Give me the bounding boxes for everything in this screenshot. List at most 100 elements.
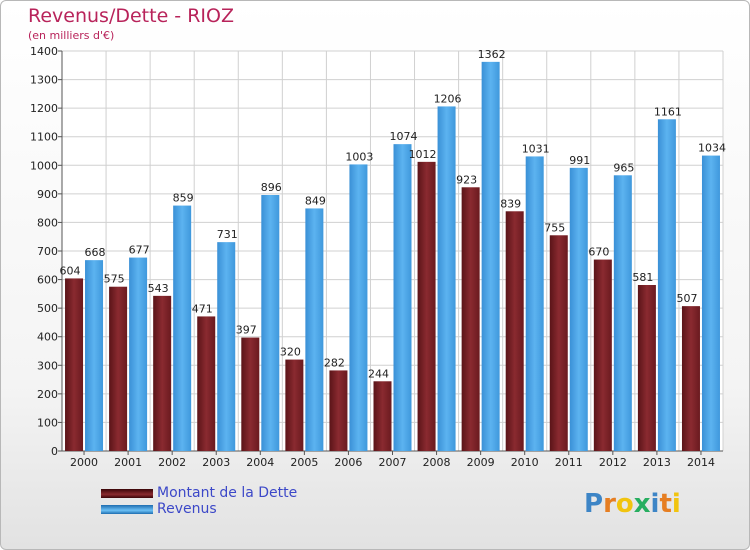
legend-label-revenus: Revenus: [157, 501, 217, 517]
bar-revenus-label: 731: [217, 228, 238, 241]
bar-revenus: [701, 155, 720, 452]
bar-revenus: [393, 144, 412, 451]
logo-letter: t: [659, 489, 672, 519]
x-tick-label: 2013: [643, 456, 671, 469]
y-tick-label: 500: [37, 302, 58, 315]
x-tick-label: 2009: [467, 456, 495, 469]
bar-dette-label: 923: [456, 173, 477, 186]
bar-revenus: [613, 175, 632, 452]
bar-revenus-label: 1074: [390, 130, 418, 143]
bar-dette: [549, 235, 568, 451]
bar-revenus-label: 849: [305, 194, 326, 207]
x-tick-label: 2007: [379, 456, 407, 469]
bar-revenus: [349, 164, 368, 451]
x-tick-label: 2003: [202, 456, 230, 469]
y-tick-label: 400: [37, 331, 58, 344]
bar-dette-label: 320: [280, 346, 301, 359]
bar-revenus-label: 1034: [698, 142, 726, 155]
bar-revenus-label: 991: [569, 154, 590, 167]
x-tick-label: 2012: [599, 456, 627, 469]
bar-revenus: [129, 257, 148, 451]
bar-dette-label: 755: [544, 221, 565, 234]
y-tick-label: 0: [51, 445, 58, 458]
legend-swatch-dette: [101, 489, 153, 498]
y-tick-label: 900: [37, 188, 58, 201]
logo-letter: o: [615, 489, 634, 519]
y-tick-label: 1000: [30, 159, 58, 172]
y-tick-label: 600: [37, 274, 58, 287]
bar-revenus-label: 859: [173, 192, 194, 205]
bar-revenus: [261, 195, 280, 451]
bar-revenus: [305, 208, 324, 451]
bar-dette: [593, 259, 612, 451]
bar-dette-label: 397: [236, 324, 257, 337]
bar-dette: [461, 187, 480, 452]
bar-revenus-label: 677: [129, 244, 150, 257]
bar-dette: [373, 381, 392, 451]
bar-revenus-label: 1161: [654, 105, 682, 118]
y-tick-label: 700: [37, 245, 58, 258]
legend-swatch-revenus: [101, 505, 153, 514]
value-labels: 604 575 543 471 397 320 282 244 1012 923 839 755 670…: [60, 48, 726, 380]
bar-revenus: [85, 260, 104, 451]
logo-letter: x: [633, 489, 651, 519]
bar-dette: [241, 337, 260, 451]
bar-revenus-label: 896: [261, 181, 282, 194]
y-tick-label: 1300: [30, 74, 58, 87]
logo-letter: r: [603, 489, 616, 519]
bar-revenus: [657, 119, 676, 452]
bars: [65, 61, 720, 452]
bar-dette-label: 839: [500, 197, 521, 210]
bar-dette-label: 575: [104, 273, 125, 286]
bar-revenus: [481, 61, 500, 451]
bar-dette: [637, 285, 656, 451]
x-tick-label: 2000: [70, 456, 98, 469]
x-tick-label: 2005: [290, 456, 318, 469]
x-tick-label: 2001: [114, 456, 142, 469]
bar-dette: [285, 359, 304, 451]
bar-dette: [65, 278, 84, 451]
bar-revenus-label: 668: [85, 246, 106, 259]
bar-dette-label: 1012: [409, 148, 437, 161]
axes: 0 100 200 300 400 500 600 700 800 900 1000 1100 1200…: [30, 45, 723, 469]
y-tick-label: 200: [37, 388, 58, 401]
x-tick-label: 2008: [423, 456, 451, 469]
bar-dette-label: 604: [60, 264, 81, 277]
x-tick-label: 2002: [158, 456, 186, 469]
bar-dette: [153, 295, 172, 451]
bar-revenus-label: 1003: [345, 150, 373, 163]
bar-revenus: [525, 156, 544, 451]
x-tick-label: 2006: [334, 456, 362, 469]
bar-dette-label: 507: [676, 292, 697, 305]
bar-revenus-label: 1031: [522, 142, 550, 155]
chart-title: Revenus/Dette - RIOZ: [28, 5, 234, 27]
bar-revenus: [173, 205, 192, 451]
bar-dette: [417, 161, 436, 451]
bar-revenus: [569, 167, 588, 451]
legend-label-dette: Montant de la Dette: [157, 485, 298, 501]
logo-letter: i: [650, 489, 660, 519]
bar-revenus: [437, 106, 456, 451]
proxiti-logo: Proxiti: [584, 489, 681, 519]
bar-dette-label: 282: [324, 356, 345, 369]
chart-subtitle: (en milliers d'€): [28, 29, 115, 42]
y-tick-label: 1200: [30, 102, 58, 115]
bar-dette: [681, 306, 700, 451]
logo-letter: i: [671, 489, 681, 519]
logo-letter: P: [584, 489, 604, 519]
x-tick-label: 2010: [511, 456, 539, 469]
y-tick-label: 1400: [30, 45, 58, 58]
x-tick-label: 2014: [687, 456, 715, 469]
bar-dette: [329, 370, 348, 451]
bar-revenus-label: 1362: [478, 48, 506, 61]
bar-dette-label: 244: [368, 367, 389, 380]
x-tick-label: 2004: [246, 456, 274, 469]
y-tick-label: 100: [37, 416, 58, 429]
bar-dette: [109, 286, 128, 451]
bar-dette-label: 670: [588, 246, 609, 259]
y-tick-label: 1100: [30, 131, 58, 144]
bar-dette-label: 543: [148, 282, 169, 295]
bar-dette: [505, 211, 524, 451]
